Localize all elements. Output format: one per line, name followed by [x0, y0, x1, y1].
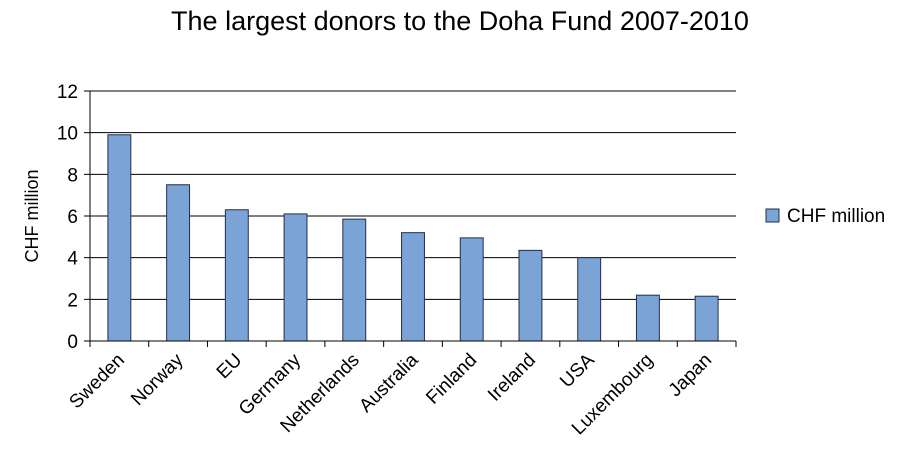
bar-luxembourg	[635, 294, 660, 342]
gridlines	[90, 90, 736, 300]
x-category-label: Sweden	[65, 350, 128, 413]
y-axis-label: CHF million	[22, 169, 42, 262]
bar-usa	[577, 257, 602, 342]
bar-finland	[459, 237, 484, 342]
x-category-label: Ireland	[484, 350, 540, 406]
axes	[84, 90, 737, 347]
bars	[107, 134, 719, 342]
x-category-label: Finland	[422, 350, 481, 409]
bar-germany	[283, 213, 308, 342]
x-category-label: Japan	[665, 350, 716, 401]
y-tick-label: 12	[57, 82, 78, 103]
y-tick-label: 2	[67, 290, 78, 311]
bar-japan	[694, 295, 719, 342]
bar-australia	[401, 232, 425, 342]
x-category-label: Norway	[127, 349, 188, 410]
x-category-label: EU	[213, 350, 247, 384]
legend-swatch	[765, 208, 780, 223]
y-tick-label: 6	[67, 207, 78, 228]
x-category-label: USA	[556, 349, 599, 392]
y-tick-label: 10	[57, 124, 78, 145]
bar-eu	[224, 209, 249, 342]
x-category-label: Australia	[355, 349, 422, 416]
legend: CHF million	[765, 206, 885, 227]
y-tick-label: 8	[67, 165, 78, 186]
bar-netherlands	[342, 218, 367, 342]
legend-label: CHF million	[787, 206, 885, 227]
bar-ireland	[518, 249, 543, 342]
y-tick-label: 4	[67, 249, 78, 270]
y-tick-label: 0	[67, 332, 78, 353]
y-tick-labels: 0 2 4 6 8 10 12	[57, 82, 79, 353]
chart-title: The largest donors to the Doha Fund 2007…	[171, 6, 749, 36]
bar-norway	[166, 184, 191, 342]
bar-sweden	[107, 134, 132, 342]
